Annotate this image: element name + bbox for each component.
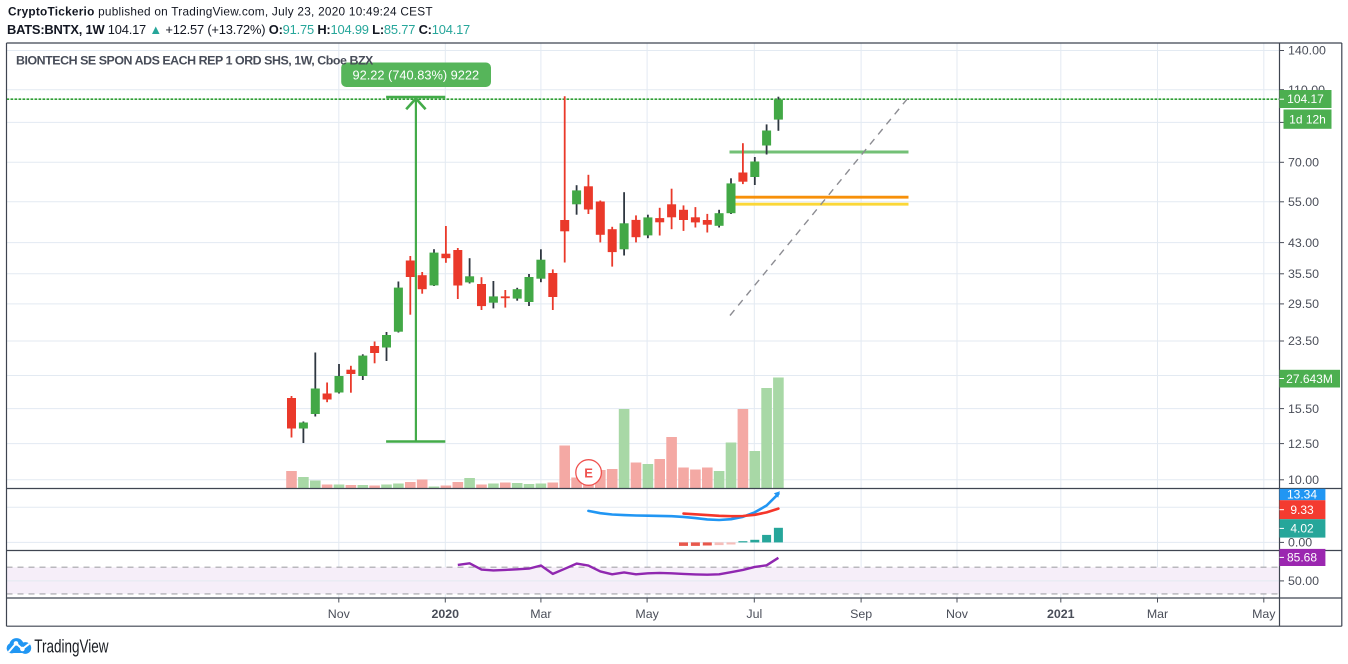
- svg-text:2020: 2020: [432, 607, 460, 621]
- svg-text:55.00: 55.00: [1288, 195, 1319, 209]
- svg-text:29.50: 29.50: [1288, 297, 1319, 311]
- svg-text:TradingView: TradingView: [34, 636, 109, 657]
- svg-text:4.02: 4.02: [1290, 522, 1314, 536]
- svg-text:Sep: Sep: [850, 607, 872, 621]
- svg-text:Mar: Mar: [530, 607, 551, 621]
- svg-text:May: May: [635, 607, 659, 621]
- svg-text:2021: 2021: [1047, 607, 1075, 621]
- svg-text:BIONTECH SE SPON ADS EACH REP: BIONTECH SE SPON ADS EACH REP 1 ORD SHS,…: [16, 54, 374, 68]
- svg-text:27.643M: 27.643M: [1286, 372, 1333, 386]
- svg-text:Mar: Mar: [1147, 607, 1168, 621]
- svg-text:85.68: 85.68: [1287, 551, 1317, 565]
- svg-text:May: May: [1252, 607, 1276, 621]
- svg-text:35.50: 35.50: [1288, 267, 1319, 281]
- svg-text:E: E: [584, 465, 593, 480]
- svg-text:50.00: 50.00: [1288, 574, 1319, 588]
- svg-text:Nov: Nov: [946, 607, 969, 621]
- svg-text:9.33: 9.33: [1290, 503, 1314, 517]
- svg-text:12.50: 12.50: [1288, 437, 1319, 451]
- svg-text:43.00: 43.00: [1288, 236, 1319, 250]
- svg-text:104.17: 104.17: [1287, 92, 1324, 106]
- svg-text:BATS:BNTX, 1W 104.17 ▲ +12.57: BATS:BNTX, 1W 104.17 ▲ +12.57 (+13.72%) …: [7, 22, 470, 37]
- svg-text:1d 12h: 1d 12h: [1289, 112, 1326, 126]
- svg-text:23.50: 23.50: [1288, 334, 1319, 348]
- svg-text:15.50: 15.50: [1288, 402, 1319, 416]
- svg-text:13.34: 13.34: [1287, 488, 1317, 502]
- svg-text:140.00: 140.00: [1288, 44, 1326, 58]
- svg-text:0.00: 0.00: [1288, 536, 1312, 550]
- svg-text:10.00: 10.00: [1288, 473, 1319, 487]
- svg-text:Jul: Jul: [746, 607, 762, 621]
- svg-text:Nov: Nov: [328, 607, 351, 621]
- svg-text:CryptoTickerio published on Tr: CryptoTickerio published on TradingView.…: [8, 5, 433, 19]
- svg-text:92.22 (740.83%) 9222: 92.22 (740.83%) 9222: [352, 68, 479, 83]
- svg-text:70.00: 70.00: [1288, 156, 1319, 170]
